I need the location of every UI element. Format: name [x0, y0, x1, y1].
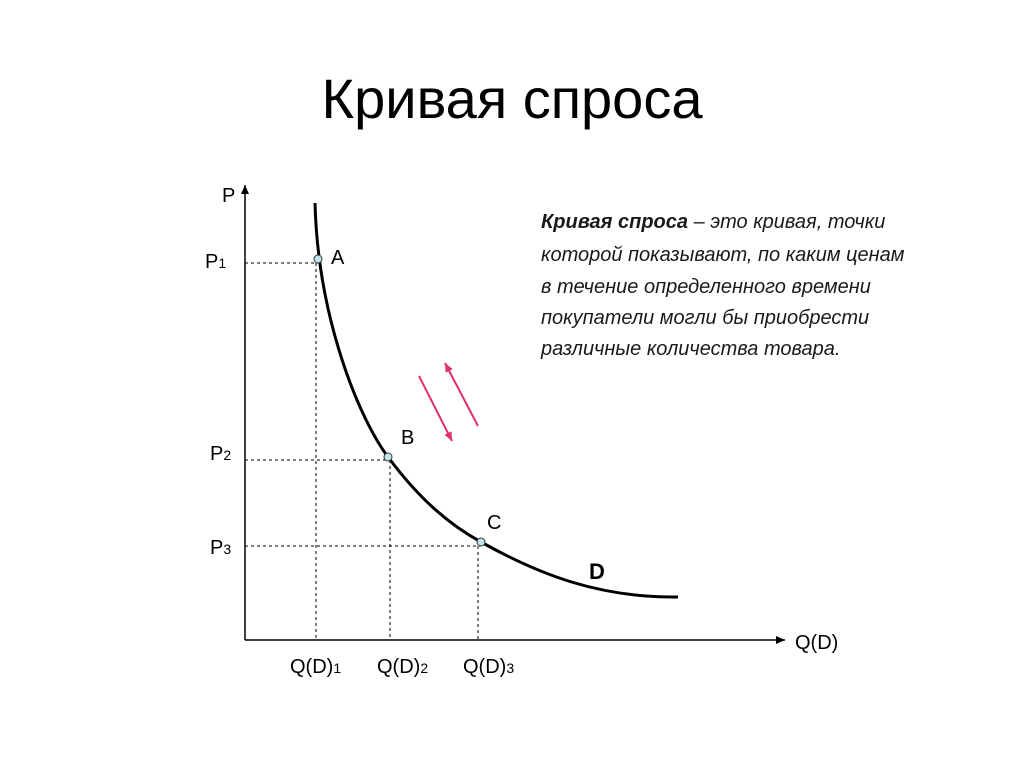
price-label: P1 — [205, 251, 226, 273]
price-label: P3 — [210, 537, 231, 559]
y-axis-label: P — [222, 185, 235, 207]
definition-line: различные количества товара. — [540, 338, 840, 360]
quantity-sub: 2 — [420, 660, 428, 676]
arrow-up — [444, 362, 479, 427]
point — [313, 254, 323, 264]
price-main: P — [210, 537, 223, 559]
definition-line: в течение определенного времени — [541, 276, 871, 298]
slide-title: Кривая спроса — [322, 67, 704, 130]
point-label: C — [487, 512, 501, 534]
quantity-sub: 1 — [333, 660, 341, 676]
definition-line: покупатели могли бы приобрести — [541, 307, 869, 329]
arrow-down — [418, 375, 453, 442]
quantity-label: Q(D)3 — [463, 656, 514, 678]
price-label: P2 — [210, 443, 231, 465]
guide-c — [245, 545, 481, 640]
point — [476, 537, 486, 547]
definition-line: Кривая спроса – это кривая, точки — [541, 211, 885, 233]
quantity-sub: 3 — [506, 660, 514, 676]
point-label: B — [401, 427, 414, 449]
guide-a — [245, 262, 318, 640]
price-main: P — [210, 443, 223, 465]
demand-curve — [313, 202, 679, 599]
price-sub: 1 — [218, 255, 226, 271]
quantity-main: Q(D) — [290, 656, 333, 678]
price-sub: 2 — [223, 447, 231, 463]
quantity-label: Q(D)2 — [377, 656, 428, 678]
quantity-label: Q(D)1 — [290, 656, 341, 678]
definition-text: – это кривая, точки — [688, 211, 885, 233]
guide-b — [245, 459, 391, 640]
price-main: P — [205, 251, 218, 273]
quantity-main: Q(D) — [377, 656, 420, 678]
price-sub: 3 — [223, 541, 231, 557]
quantity-main: Q(D) — [463, 656, 506, 678]
curve-label: D — [589, 559, 605, 584]
point-label: A — [331, 247, 345, 269]
definition-term: Кривая спроса — [541, 211, 688, 233]
x-axis-label: Q(D) — [795, 632, 838, 654]
point — [383, 452, 393, 462]
definition-line: которой показывают, по каким ценам — [541, 244, 905, 266]
